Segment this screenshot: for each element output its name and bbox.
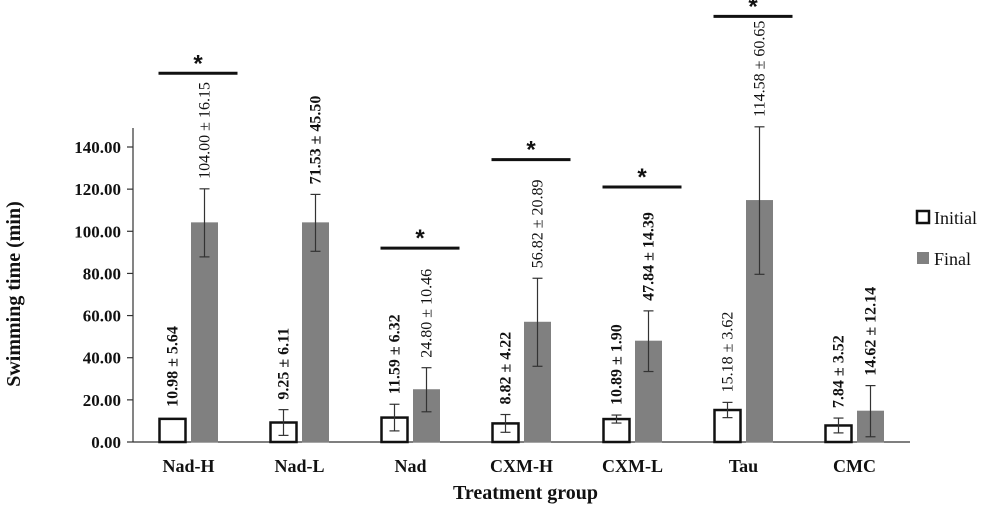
significance-star-tau: * <box>748 0 758 20</box>
category-label-cmc: CMC <box>833 456 876 476</box>
significance-star-nad: * <box>415 225 425 252</box>
category-label-nad-h: Nad-H <box>162 456 214 476</box>
data-label-final-cxm-l: 47.84 ± 14.39 <box>641 212 658 301</box>
y-axis-title: Swimming time (min) <box>3 201 25 387</box>
significance-star-nad-h: * <box>193 50 203 77</box>
significance-star-cxm-h: * <box>526 137 536 164</box>
bar-initial-nad-h <box>158 417 187 444</box>
data-label-initial-tau: 15.18 ± 3.62 <box>720 312 737 393</box>
data-label-initial-cmc: 7.84 ± 3.52 <box>831 335 848 408</box>
bars-group <box>158 126 884 444</box>
data-label-final-nad-l: 71.53 ± 45.50 <box>308 96 325 185</box>
y-axis-ticks: 0.00 20.00 40.00 60.00 80.00 100.00 120.00 140.… <box>74 138 133 452</box>
significance-group: * * * * * <box>158 0 793 252</box>
category-label-tau: Tau <box>729 456 758 476</box>
data-label-initial-nad-l: 9.25 ± 6.11 <box>276 328 293 400</box>
y-tick-label: 100.00 <box>74 222 121 241</box>
category-label-cxm-h: CXM-H <box>490 456 553 476</box>
data-label-initial-cxm-h: 8.82 ± 4.22 <box>498 332 515 405</box>
legend-swatch-final <box>917 252 929 264</box>
y-tick-label: 0.00 <box>91 433 121 452</box>
y-tick-label: 120.00 <box>74 180 121 199</box>
data-label-final-tau: 114.58 ± 60.65 <box>752 21 769 117</box>
y-tick-label: 80.00 <box>83 264 121 283</box>
data-label-final-nad-h: 104.00 ± 16.15 <box>197 82 214 179</box>
legend: Initial Final <box>915 208 977 269</box>
y-tick-label: 20.00 <box>83 391 121 410</box>
y-tick-label: 40.00 <box>83 349 121 368</box>
x-axis-title: Treatment group <box>453 482 598 504</box>
category-label-nad: Nad <box>394 456 426 476</box>
data-label-initial-nad: 11.59 ± 6.32 <box>387 314 404 394</box>
category-label-cxm-l: CXM-L <box>602 456 663 476</box>
category-labels-group: Nad-H Nad-L Nad CXM-H CXM-L Tau CMC <box>162 456 876 476</box>
data-label-initial-nad-h: 10.98 ± 5.64 <box>165 326 182 407</box>
data-labels-group: 10.98 ± 5.64 104.00 ± 16.15 9.25 ± 6.11 71.… <box>165 21 880 408</box>
legend-swatch-initial <box>915 209 931 225</box>
significance-star-cxm-l: * <box>637 164 647 191</box>
data-label-final-cxm-h: 56.82 ± 20.89 <box>530 179 547 268</box>
legend-label-final: Final <box>934 249 971 269</box>
bar-final-nad-l <box>302 222 329 443</box>
data-label-final-cmc: 14.62 ± 12.14 <box>863 287 880 376</box>
data-label-initial-cxm-l: 10.89 ± 1.90 <box>609 324 626 405</box>
data-label-final-nad: 24.80 ± 10.46 <box>419 269 436 358</box>
y-tick-label: 60.00 <box>83 307 121 326</box>
category-label-nad-l: Nad-L <box>274 456 324 476</box>
y-tick-label: 140.00 <box>74 138 121 157</box>
legend-label-initial: Initial <box>934 208 977 228</box>
